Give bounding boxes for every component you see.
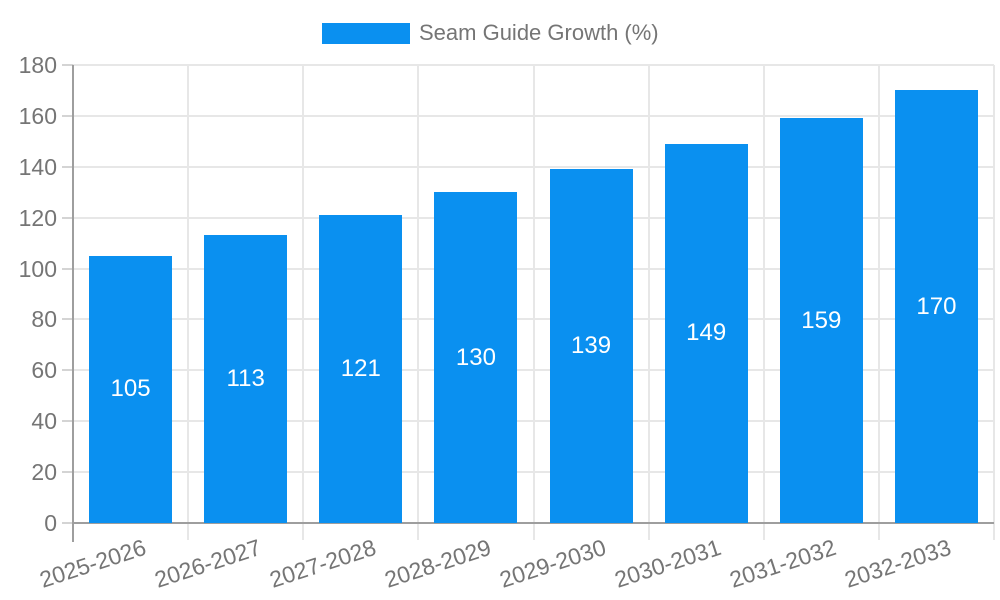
bar-value-label: 113 (226, 365, 265, 393)
y-tick-label: 140 (18, 153, 57, 180)
legend-swatch (322, 22, 410, 44)
v-gridline (647, 65, 650, 540)
y-tick-mark (62, 522, 73, 524)
y-tick-label: 80 (31, 306, 57, 333)
y-tick-mark (62, 420, 73, 423)
y-tick-label: 40 (31, 408, 57, 435)
bar (894, 90, 978, 523)
y-tick-mark (62, 471, 73, 474)
bar (549, 169, 633, 523)
bar (664, 143, 748, 523)
bar (204, 235, 288, 523)
bar-value-label: 149 (686, 319, 727, 347)
y-tick-mark (62, 64, 73, 66)
y-tick-mark (62, 165, 73, 168)
bar (434, 192, 518, 523)
bar (779, 118, 863, 523)
y-tick-label: 180 (18, 52, 57, 78)
legend-label: Seam Guide Growth (%) (419, 20, 659, 45)
y-tick-mark (62, 369, 73, 372)
y-tick-mark (62, 216, 73, 219)
v-gridline (187, 65, 190, 540)
bar-value-label: 139 (571, 332, 612, 360)
y-tick-label: 160 (18, 102, 57, 129)
v-gridline (417, 65, 420, 540)
y-tick-label: 60 (31, 357, 57, 384)
bar (89, 255, 173, 523)
bar-value-label: 105 (110, 375, 151, 403)
x-axis-line (73, 522, 994, 524)
v-gridline (993, 65, 995, 540)
v-gridline (877, 65, 880, 540)
y-tick-mark (62, 114, 73, 117)
y-tick-label: 100 (18, 255, 57, 282)
bar-value-label: 130 (455, 343, 496, 371)
y-axis-line (72, 65, 74, 542)
y-tick-mark (62, 267, 73, 270)
v-gridline (532, 65, 535, 540)
v-gridline (302, 65, 305, 540)
y-tick-mark (62, 318, 73, 321)
y-tick-label: 0 (44, 510, 57, 536)
v-gridline (762, 65, 765, 540)
legend: Seam Guide Growth (%) (322, 20, 659, 46)
bar-value-label: 159 (801, 306, 842, 334)
y-tick-label: 120 (18, 204, 57, 231)
y-tick-label: 20 (31, 459, 57, 486)
bar-value-label: 170 (916, 292, 957, 320)
bar (319, 215, 403, 523)
bar-value-label: 121 (340, 355, 381, 383)
